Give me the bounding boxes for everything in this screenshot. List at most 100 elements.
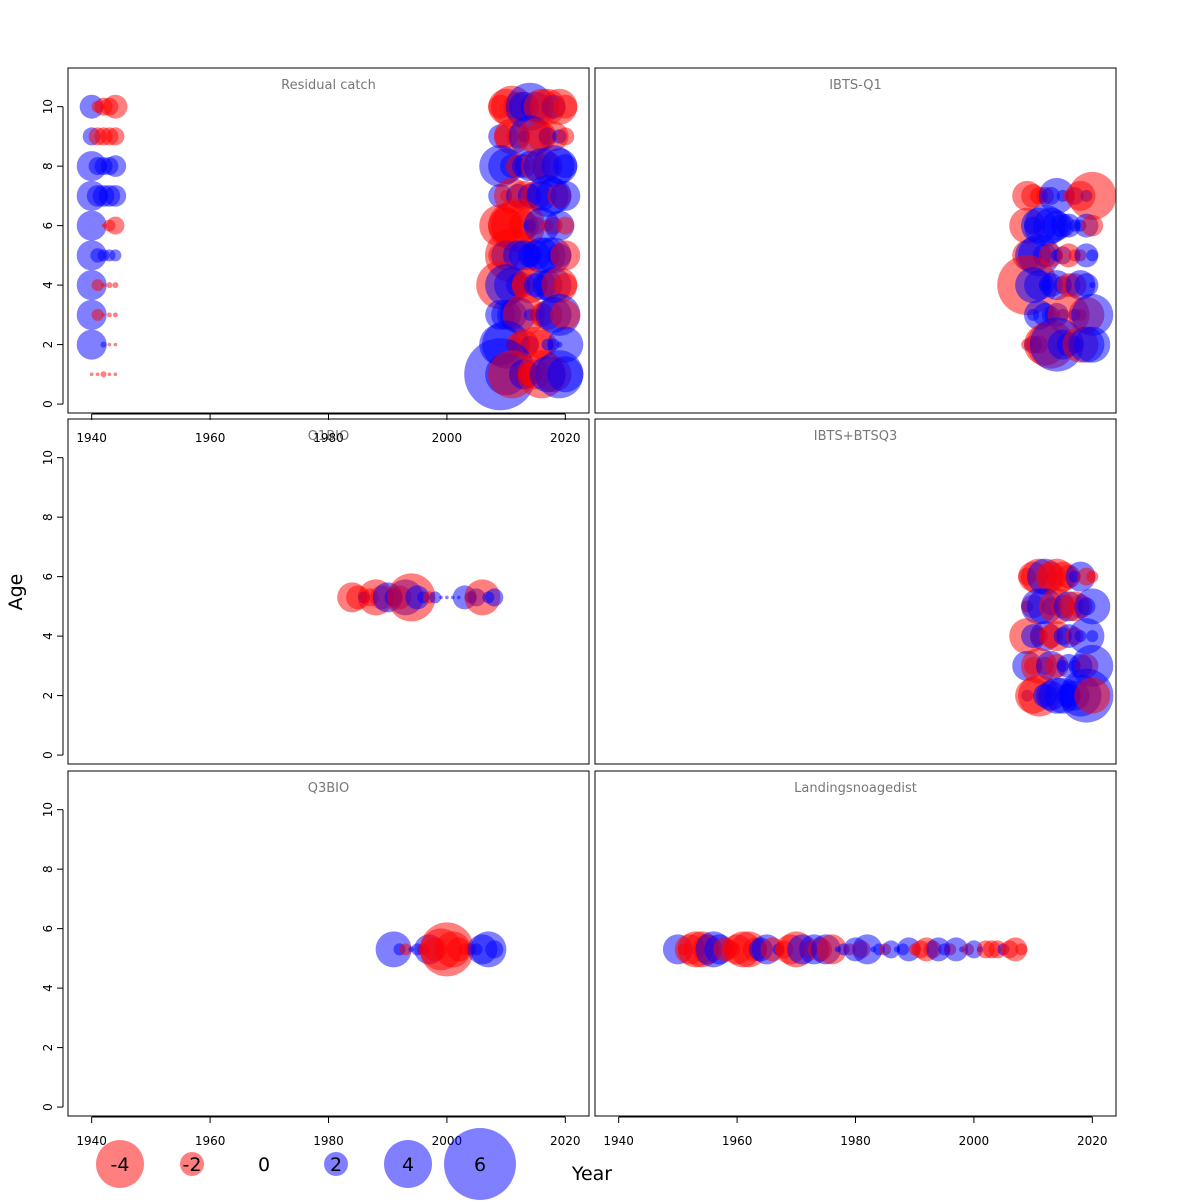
panel-ibts-btsq3: IBTS+BTSQ3 <box>594 418 1117 765</box>
negative-residual-point <box>91 308 104 321</box>
legend-label: 0 <box>258 1154 270 1176</box>
x-tick-label: 2020 <box>550 1134 581 1148</box>
positive-residual-point <box>1086 249 1099 262</box>
legend-bubble <box>180 1152 204 1176</box>
y-tick-label: 4 <box>41 281 55 289</box>
y-tick-label: 10 <box>41 99 55 114</box>
y-tick-label: 2 <box>41 341 55 349</box>
positive-residual-point <box>429 591 442 604</box>
panel-frame <box>594 770 1117 1117</box>
y-tick-label: 10 <box>41 450 55 465</box>
positive-residual-point <box>445 595 449 600</box>
y-tick-label: 0 <box>41 1103 55 1111</box>
legend-label: 6 <box>474 1154 486 1176</box>
positive-residual-point <box>76 329 107 360</box>
x-tick-label: 2020 <box>550 431 581 445</box>
legend-item: 0 <box>258 1154 270 1176</box>
panel-frame <box>67 67 590 414</box>
positive-residual-point <box>547 356 584 393</box>
x-tick-label: 1940 <box>76 431 107 445</box>
legend-label: -2 <box>183 1154 202 1176</box>
negative-residual-point <box>107 312 112 318</box>
negative-residual-point <box>106 216 125 235</box>
positive-residual-point <box>485 588 504 607</box>
y-tick-label: 2 <box>41 692 55 700</box>
y-tick-label: 8 <box>41 865 55 873</box>
legend-bubble <box>324 1152 348 1176</box>
x-tick-label: 1960 <box>195 1134 226 1148</box>
negative-residual-point <box>113 312 118 318</box>
y-tick-label: 2 <box>41 1044 55 1052</box>
positive-residual-point <box>439 595 443 600</box>
negative-residual-point <box>106 282 113 289</box>
positive-residual-point <box>550 180 581 211</box>
positive-residual-point <box>1074 273 1099 298</box>
legend-item: 2 <box>324 1152 348 1176</box>
legend-label: 2 <box>330 1154 342 1176</box>
negative-residual-point <box>107 342 112 347</box>
x-tick-label: 1980 <box>313 1134 344 1148</box>
negative-residual-point <box>100 371 107 378</box>
panel-ibts-q1: IBTS-Q1 <box>594 67 1117 414</box>
x-tick-label: 2000 <box>432 431 463 445</box>
panel-frame <box>594 418 1117 765</box>
panel-title: Residual catch <box>281 78 376 93</box>
panel-q1bio: Q1BIO <box>67 418 590 765</box>
negative-residual-point <box>816 934 847 965</box>
y-tick-label: 4 <box>41 984 55 992</box>
panel-landingsnoagedist: Landingsnoagedist <box>594 770 1117 1117</box>
y-axis-label: Age <box>5 574 27 611</box>
y-tick-label: 0 <box>41 400 55 408</box>
y-tick-label: 10 <box>41 802 55 817</box>
negative-residual-point <box>107 372 112 377</box>
legend-item: -4 <box>96 1140 144 1188</box>
negative-residual-point <box>1086 570 1099 583</box>
legend-item: 6 <box>444 1128 516 1200</box>
legend-item: -2 <box>180 1152 204 1176</box>
negative-residual-point <box>106 127 125 146</box>
negative-residual-point <box>113 372 118 377</box>
panel-residual-catch: Residual catch <box>67 67 590 414</box>
x-tick-label: 1980 <box>313 431 344 445</box>
legend-bubble <box>444 1128 516 1200</box>
legend-bubble <box>96 1140 144 1188</box>
negative-residual-point <box>103 94 128 119</box>
negative-residual-point <box>113 342 118 347</box>
y-tick-label: 0 <box>41 751 55 759</box>
negative-residual-point <box>399 943 412 956</box>
negative-residual-point <box>553 94 578 119</box>
x-tick-label: 1940 <box>603 1134 634 1148</box>
legend-bubble <box>384 1140 432 1188</box>
negative-residual-point <box>91 279 104 292</box>
positive-residual-point <box>553 154 578 179</box>
panel-q3bio: Q3BIO <box>67 770 590 1117</box>
x-tick-label: 2000 <box>959 1134 990 1148</box>
legend-label: -4 <box>111 1154 130 1176</box>
negative-residual-point <box>553 273 578 298</box>
legend: -4 -2 0 2 4 6 <box>96 1128 516 1200</box>
positive-residual-point <box>1089 282 1096 289</box>
negative-residual-point <box>550 299 581 330</box>
panel-frame <box>67 770 590 1117</box>
negative-residual-point <box>95 372 100 377</box>
y-tick-label: 8 <box>41 513 55 521</box>
x-tick-label: 2020 <box>1077 1134 1108 1148</box>
y-tick-label: 6 <box>41 573 55 581</box>
positive-residual-point <box>76 210 107 241</box>
negative-residual-point <box>1081 214 1104 237</box>
x-axis-label: Year <box>571 1163 612 1185</box>
negative-residual-point <box>556 127 575 146</box>
negative-residual-point <box>1074 677 1111 714</box>
x-tick-label: 1960 <box>195 431 226 445</box>
positive-residual-point <box>1086 630 1099 643</box>
negative-residual-point <box>550 240 581 271</box>
positive-residual-point <box>109 249 122 262</box>
legend-label: 4 <box>402 1154 414 1176</box>
positive-residual-point <box>104 185 127 207</box>
positive-residual-point <box>1071 293 1114 336</box>
positive-residual-point <box>1074 588 1111 625</box>
panel-frame <box>67 418 590 765</box>
panel-title: Landingsnoagedist <box>794 781 917 796</box>
panel-title: IBTS+BTSQ3 <box>814 429 897 444</box>
